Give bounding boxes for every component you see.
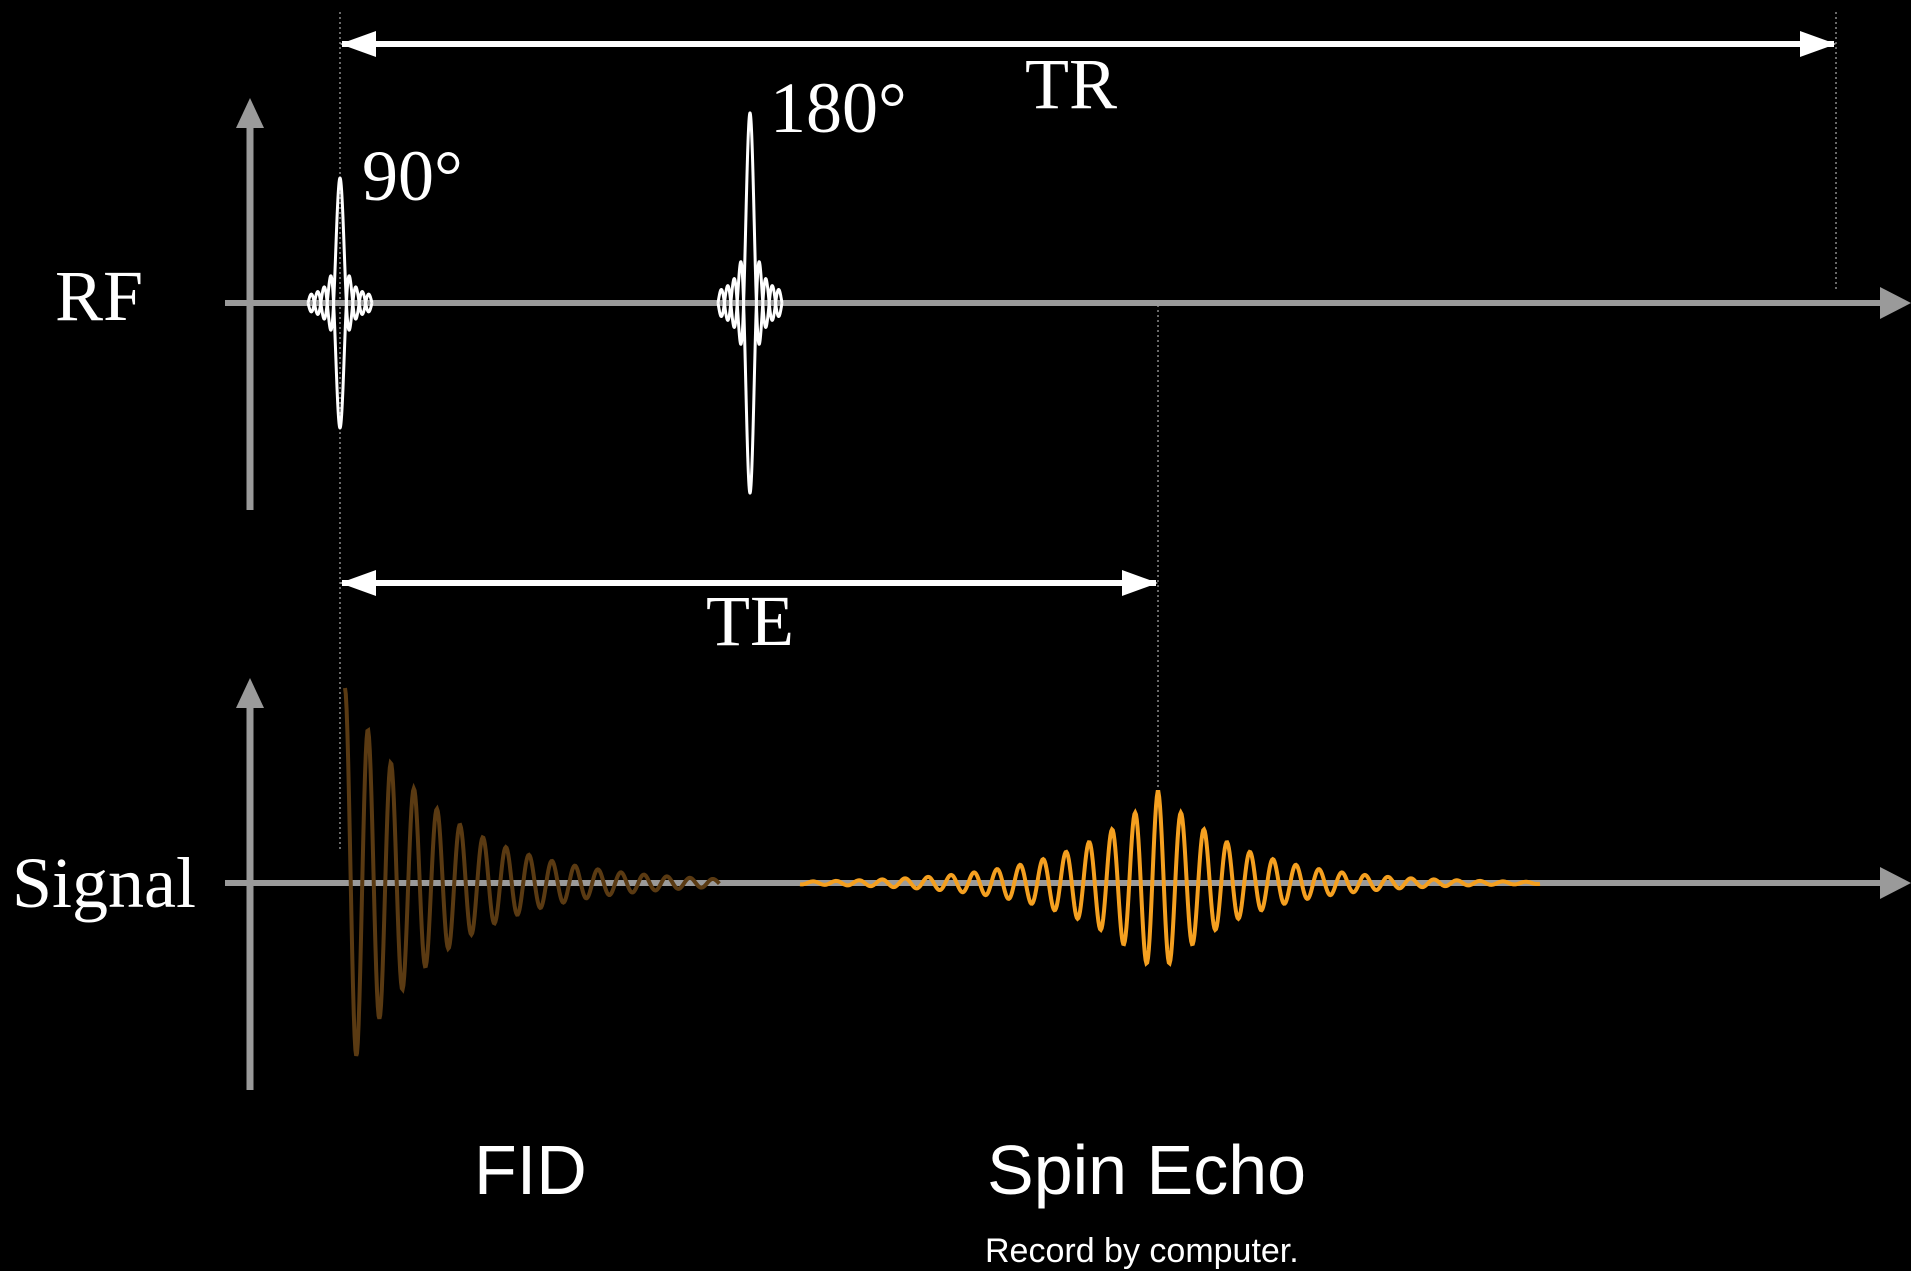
caption: Record by computer. — [985, 1232, 1299, 1270]
signal-axis-label: Signal — [12, 843, 196, 923]
fid-label: FID — [474, 1131, 587, 1209]
signal-time-arrowhead — [1880, 867, 1911, 899]
rf-time-arrowhead — [1880, 287, 1911, 319]
tr-label: TR — [1025, 44, 1117, 124]
pulse-90-label: 90° — [362, 136, 463, 216]
signal-vertical-arrowhead — [236, 678, 264, 708]
te-label: TE — [706, 581, 794, 661]
rf-pulse-90 — [306, 176, 374, 430]
spin-echo-waveform — [799, 789, 1541, 967]
rf-pulse-180 — [716, 111, 784, 495]
fid-waveform — [343, 687, 721, 1057]
pulse-180-label: 180° — [770, 68, 907, 148]
rf-axis-label: RF — [55, 256, 143, 336]
spin-echo-label: Spin Echo — [987, 1131, 1306, 1209]
rf-vertical-arrowhead — [236, 98, 264, 128]
rf-axes — [225, 98, 1911, 510]
